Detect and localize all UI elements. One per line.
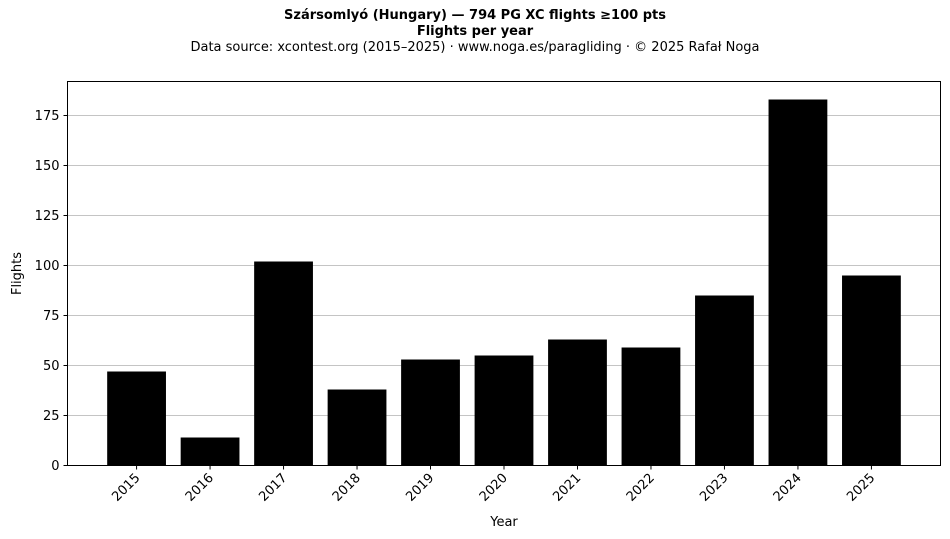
bar-2019 — [401, 359, 460, 466]
bar-2022 — [621, 347, 681, 466]
y-tick-label-50: 50 — [43, 359, 60, 374]
y-tick-label-150: 150 — [35, 159, 60, 174]
chart-caption: Data source: xcontest.org (2015–2025) · … — [190, 40, 760, 55]
y-tick-label-100: 100 — [35, 259, 60, 274]
y-tick-label-0: 0 — [51, 459, 59, 474]
bar-2021 — [548, 339, 607, 466]
bar-2024 — [768, 99, 828, 466]
x-tick-label-2021: 2021 — [550, 471, 584, 505]
bar-2020 — [474, 355, 534, 466]
y-tick-label-25: 25 — [43, 409, 60, 424]
bar-2018 — [327, 389, 387, 466]
chart-subtitle: Flights per year — [416, 24, 534, 39]
x-axis-ticks: 2015 2016 2017 2018 2019 2020 2021 2022 2023 2024… — [109, 465, 878, 505]
bar-2016 — [180, 437, 240, 466]
plot-frame — [67, 81, 941, 466]
y-tick-label-75: 75 — [43, 309, 60, 324]
x-tick-label-2019: 2019 — [403, 471, 437, 505]
bar-2017 — [254, 261, 313, 466]
chart-title: Szársomlyó (Hungary) — 794 PG XC flights… — [284, 8, 666, 23]
x-tick-label-2015: 2015 — [109, 471, 143, 505]
x-tick-label-2025: 2025 — [844, 471, 878, 505]
y-tick-label-175: 175 — [35, 109, 60, 124]
bar-2023 — [695, 295, 754, 466]
x-tick-label-2017: 2017 — [256, 471, 290, 505]
bar-2025 — [842, 275, 901, 466]
x-tick-label-2024: 2024 — [771, 471, 805, 505]
bar-2015 — [107, 371, 166, 466]
x-tick-label-2023: 2023 — [697, 471, 731, 505]
y-tick-label-125: 125 — [35, 209, 60, 224]
x-axis-label: Year — [489, 515, 518, 530]
x-tick-label-2018: 2018 — [330, 471, 364, 505]
bars — [107, 99, 901, 466]
chart-title-block: Szársomlyó (Hungary) — 794 PG XC flights… — [0, 8, 950, 56]
x-tick-label-2016: 2016 — [183, 471, 217, 505]
x-tick-label-2022: 2022 — [624, 471, 658, 505]
y-axis-label: Flights — [10, 252, 25, 295]
x-tick-label-2020: 2020 — [477, 471, 511, 505]
y-axis-ticks: 0 25 50 75 100 125 150 175 — [35, 109, 68, 474]
